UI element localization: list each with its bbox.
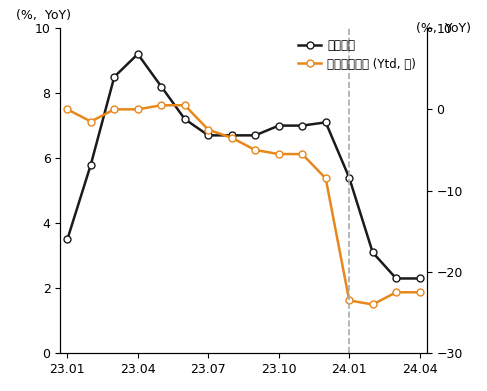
소매판매 [135,52,141,56]
신규주택판매 (Ytd, 우) [370,302,375,307]
신규주택판매 (Ytd, 우) [346,298,352,303]
신규주택판매 (Ytd, 우) [252,148,258,152]
신규주택판매 (Ytd, 우) [182,103,187,108]
Line: 소매판매: 소매판매 [64,50,423,282]
신규주택판매 (Ytd, 우) [229,135,235,140]
신규주택판매 (Ytd, 우) [393,290,399,295]
소매판매 [182,117,187,122]
신규주택판매 (Ytd, 우) [300,152,305,156]
신규주택판매 (Ytd, 우) [417,290,423,295]
신규주택판매 (Ytd, 우) [88,119,94,124]
Y-axis label: (%,  YoY): (%, YoY) [416,22,470,34]
소매판매 [112,74,117,79]
신규주택판매 (Ytd, 우) [276,152,281,156]
소매판매 [158,84,164,89]
Y-axis label: (%,  YoY): (%, YoY) [17,9,71,22]
신규주택판매 (Ytd, 우) [64,107,70,112]
Legend: 소매판매, 신규주택판매 (Ytd, 우): 소매판매, 신규주택판매 (Ytd, 우) [293,34,421,75]
소매판매 [64,237,70,242]
소매판매 [300,123,305,128]
Line: 신규주택판매 (Ytd, 우): 신규주택판매 (Ytd, 우) [64,102,423,308]
소매판매 [370,250,375,255]
신규주택판매 (Ytd, 우) [158,103,164,108]
소매판매 [252,133,258,138]
소매판매 [276,123,281,128]
소매판매 [417,276,423,281]
소매판매 [229,133,235,138]
소매판매 [393,276,399,281]
소매판매 [323,120,329,125]
신규주택판매 (Ytd, 우) [323,176,329,181]
소매판매 [346,175,352,180]
신규주택판매 (Ytd, 우) [135,107,141,112]
소매판매 [206,133,211,138]
소매판매 [88,162,94,167]
신규주택판매 (Ytd, 우) [206,127,211,132]
신규주택판매 (Ytd, 우) [112,107,117,112]
